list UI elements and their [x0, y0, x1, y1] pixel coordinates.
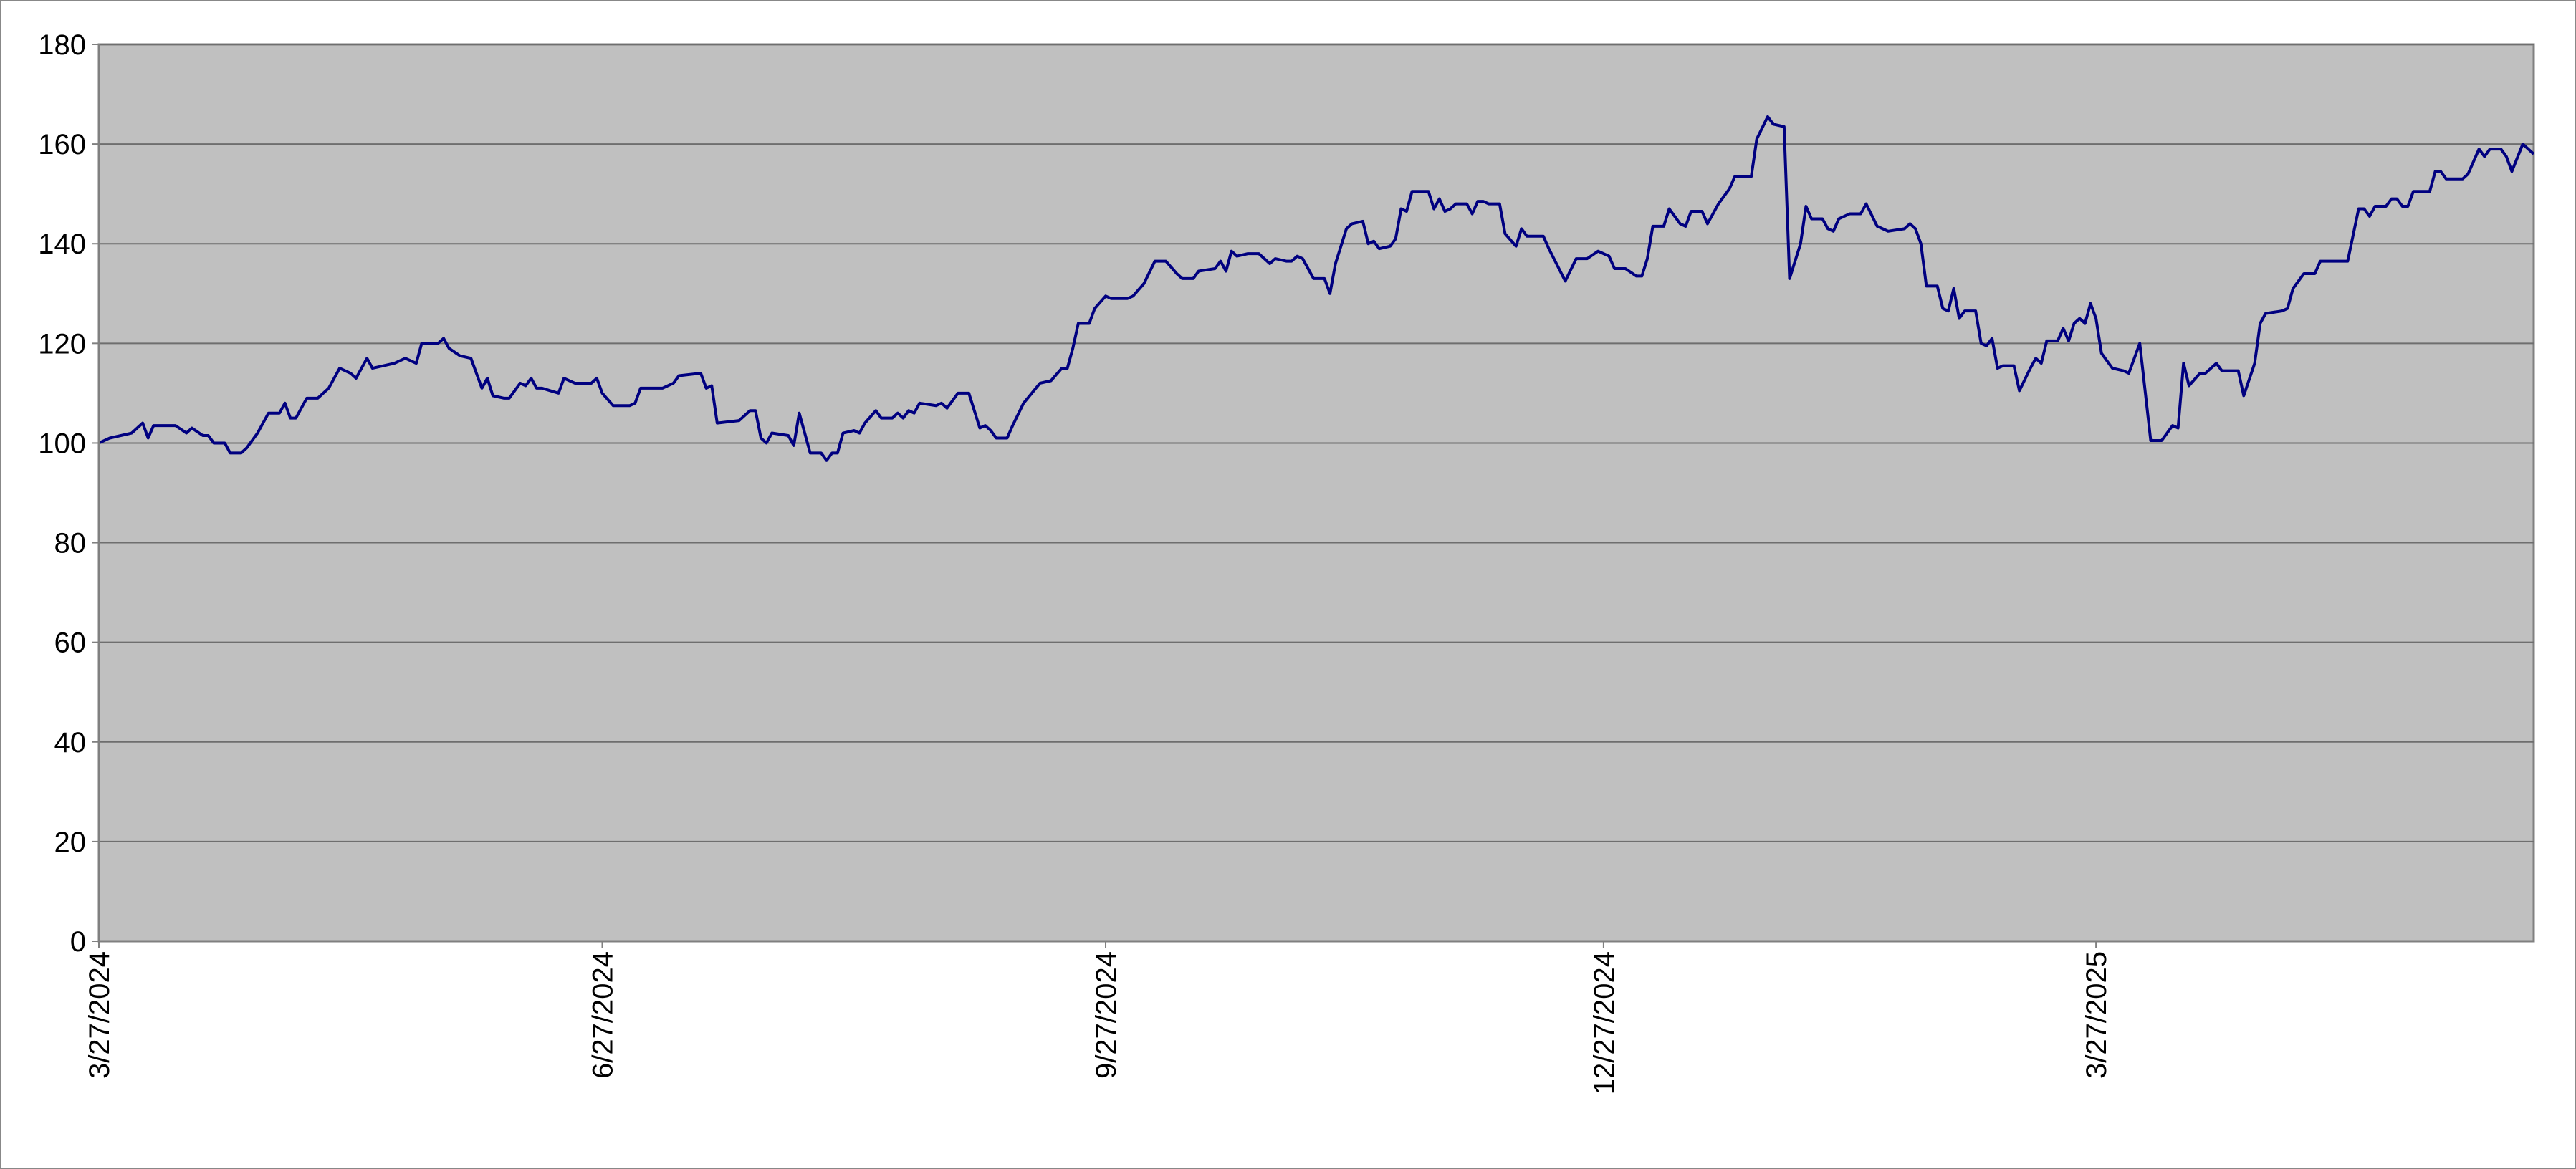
y-tick-label: 140 [38, 228, 86, 260]
data-line [98, 115, 2535, 462]
y-tick-label: 60 [54, 627, 87, 659]
y-tick-label: 40 [54, 727, 87, 759]
x-tick-label: 3/27/2025 [2081, 951, 2112, 1079]
x-tick-label: 3/27/2024 [84, 951, 115, 1079]
x-tick-label: 6/27/2024 [588, 951, 619, 1079]
x-tick-label: 9/27/2024 [1091, 951, 1122, 1079]
plot-area [97, 43, 2535, 943]
y-tick-label: 100 [38, 428, 86, 459]
y-tick-label: 20 [54, 827, 87, 858]
y-tick-label: 80 [54, 528, 87, 559]
x-tick-label: 12/27/2024 [1589, 951, 1620, 1095]
y-tick-label: 180 [38, 29, 86, 61]
y-tick-label: 160 [38, 129, 86, 160]
y-tick-label: 0 [70, 926, 86, 958]
y-tick-label: 120 [38, 328, 86, 360]
